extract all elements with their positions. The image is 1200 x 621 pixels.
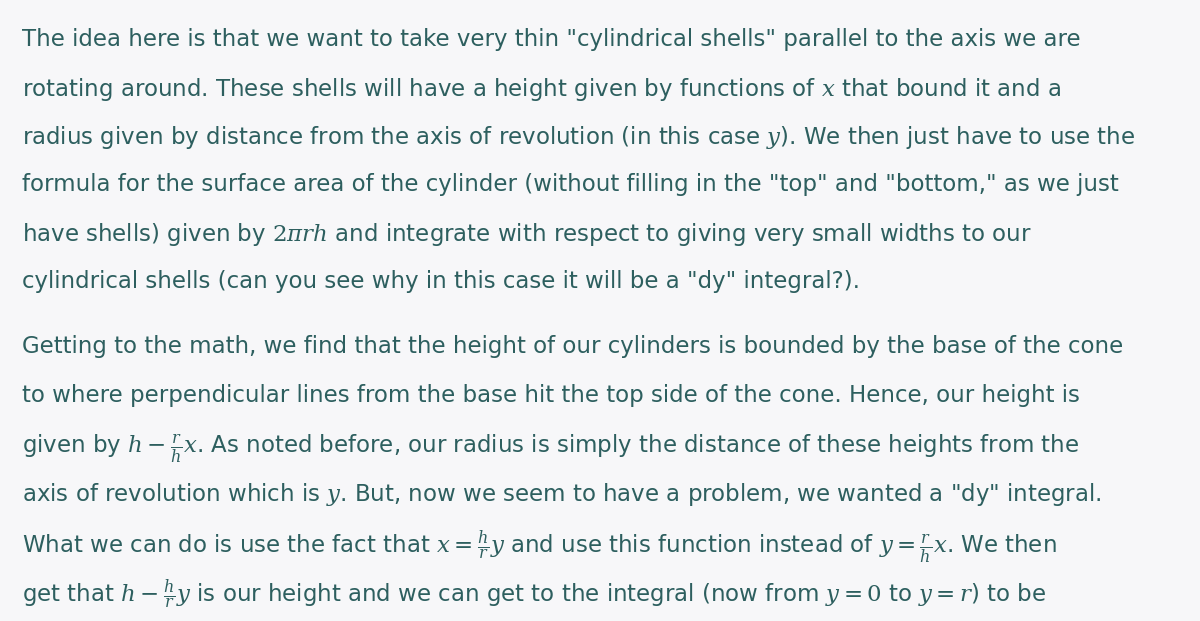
Text: The idea here is that we want to take very thin "cylindrical shells" parallel to: The idea here is that we want to take ve… [22,28,1080,51]
Text: cylindrical shells (can you see why in this case it will be a "dy" integral?).: cylindrical shells (can you see why in t… [22,270,859,292]
Text: given by $h - \frac{r}{h}x$. As noted before, our radius is simply the distance : given by $h - \frac{r}{h}x$. As noted be… [22,432,1079,465]
Text: radius given by distance from the axis of revolution (in this case $y$). We then: radius given by distance from the axis o… [22,124,1135,151]
Text: to where perpendicular lines from the base hit the top side of the cone. Hence, : to where perpendicular lines from the ba… [22,384,1080,407]
Text: Getting to the math, we find that the height of our cylinders is bounded by the : Getting to the math, we find that the he… [22,335,1123,358]
Text: get that $h - \frac{h}{r}y$ is our height and we can get to the integral (now fr: get that $h - \frac{h}{r}y$ is our heigh… [22,578,1046,611]
Text: formula for the surface area of the cylinder (without filling in the "top" and ": formula for the surface area of the cyli… [22,173,1118,196]
Text: have shells) given by $2\pi rh$ and integrate with respect to giving very small : have shells) given by $2\pi rh$ and inte… [22,221,1031,248]
Text: What we can do is use the fact that $x = \frac{h}{r}y$ and use this function ins: What we can do is use the fact that $x =… [22,529,1056,566]
Text: axis of revolution which is $y$. But, now we seem to have a problem, we wanted a: axis of revolution which is $y$. But, no… [22,481,1102,507]
Text: rotating around. These shells will have a height given by functions of $x$ that : rotating around. These shells will have … [22,76,1061,102]
